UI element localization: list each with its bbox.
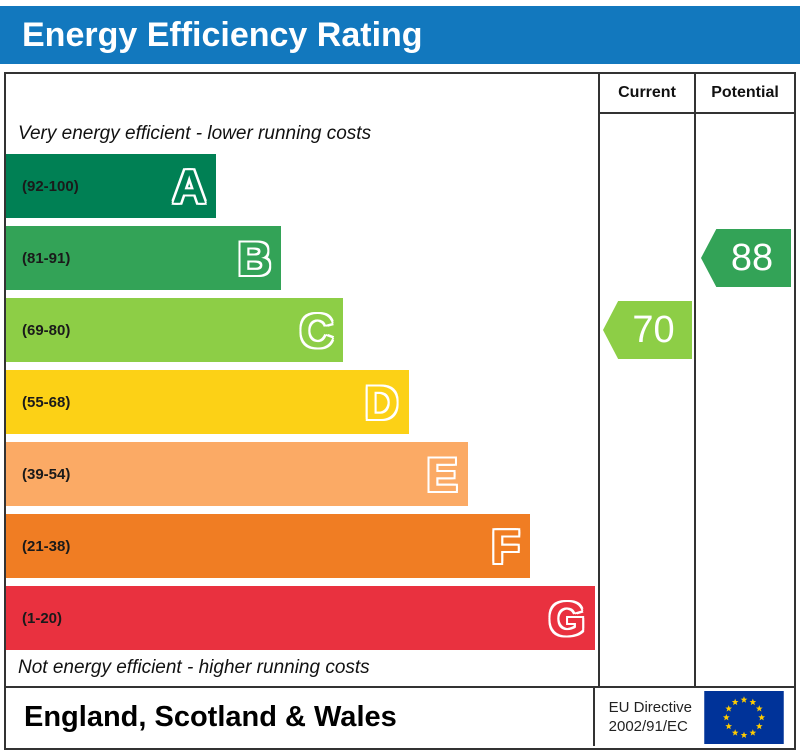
eu-directive-line1: EU Directive [608,698,692,716]
potential-rating-value: 88 [730,236,774,279]
band-range-label: (81-91) [22,249,71,267]
band-range-label: (39-54) [22,465,71,483]
band-row-f: (21-38) F [6,514,598,578]
band-row-a: (92-100) A [6,154,598,218]
eu-flag-icon [704,690,784,744]
band-letter: D [364,375,399,429]
eu-directive-line2: 2002/91/EC [608,718,688,735]
band-letter: F [491,519,520,573]
band-range-label: (1-20) [22,609,63,627]
band-row-g: (1-20) G [6,586,598,650]
bands-list: (92-100) A (81-91) B (69-80) C [6,154,598,650]
band-bar: (55-68) D [6,370,409,434]
band-range-label: (92-100) [22,177,79,195]
current-arrow: 70 [603,301,692,359]
band-bar: (1-20) G [6,586,596,650]
band-row-e: (39-54) E [6,442,598,506]
current-column-header: Current [600,74,694,114]
page-title: Energy Efficiency Rating [22,16,423,54]
band-range-label: (69-80) [22,321,71,339]
potential-column: Potential 88 [694,74,794,686]
chart-footer: England, Scotland & Wales EU Directive 2… [6,686,794,746]
region-label: England, Scotland & Wales [24,700,397,733]
band-row-b: (81-91) B [6,226,598,290]
potential-column-header: Potential [696,74,794,114]
band-row-d: (55-68) D [6,370,598,434]
potential-arrow: 88 [701,229,791,287]
band-letter: A [172,159,207,213]
band-letter: E [426,447,458,501]
bands-column: Very energy efficient - lower running co… [6,74,598,686]
band-bar: (81-91) B [6,226,282,290]
band-row-c: (69-80) C [6,298,598,362]
directive-section: EU Directive 2002/91/EC [592,688,794,746]
band-bar: (21-38) F [6,514,530,578]
band-bar: (69-80) C [6,298,344,362]
chart-content: Very energy efficient - lower running co… [6,74,794,686]
band-bar: (92-100) A [6,154,217,218]
band-letter: C [299,303,334,357]
bands-column-header-spacer [6,74,598,114]
page-title-bar: Energy Efficiency Rating [0,6,800,64]
band-letter: G [548,591,586,645]
eu-directive-label: EU Directive 2002/91/EC [609,698,692,737]
epc-chart: Very energy efficient - lower running co… [4,72,796,750]
current-rating-value: 70 [632,308,675,351]
top-note: Very energy efficient - lower running co… [18,123,372,144]
current-column: Current 70 [598,74,694,686]
band-range-label: (21-38) [22,537,71,555]
band-bar: (39-54) E [6,442,468,506]
band-range-label: (55-68) [22,393,71,411]
bottom-note: Not energy efficient - higher running co… [18,657,370,678]
band-letter: B [237,231,272,285]
